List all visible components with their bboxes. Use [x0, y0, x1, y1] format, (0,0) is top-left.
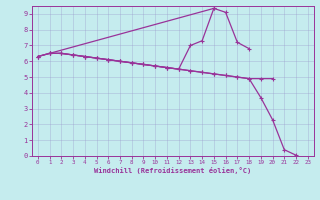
X-axis label: Windchill (Refroidissement éolien,°C): Windchill (Refroidissement éolien,°C): [94, 167, 252, 174]
